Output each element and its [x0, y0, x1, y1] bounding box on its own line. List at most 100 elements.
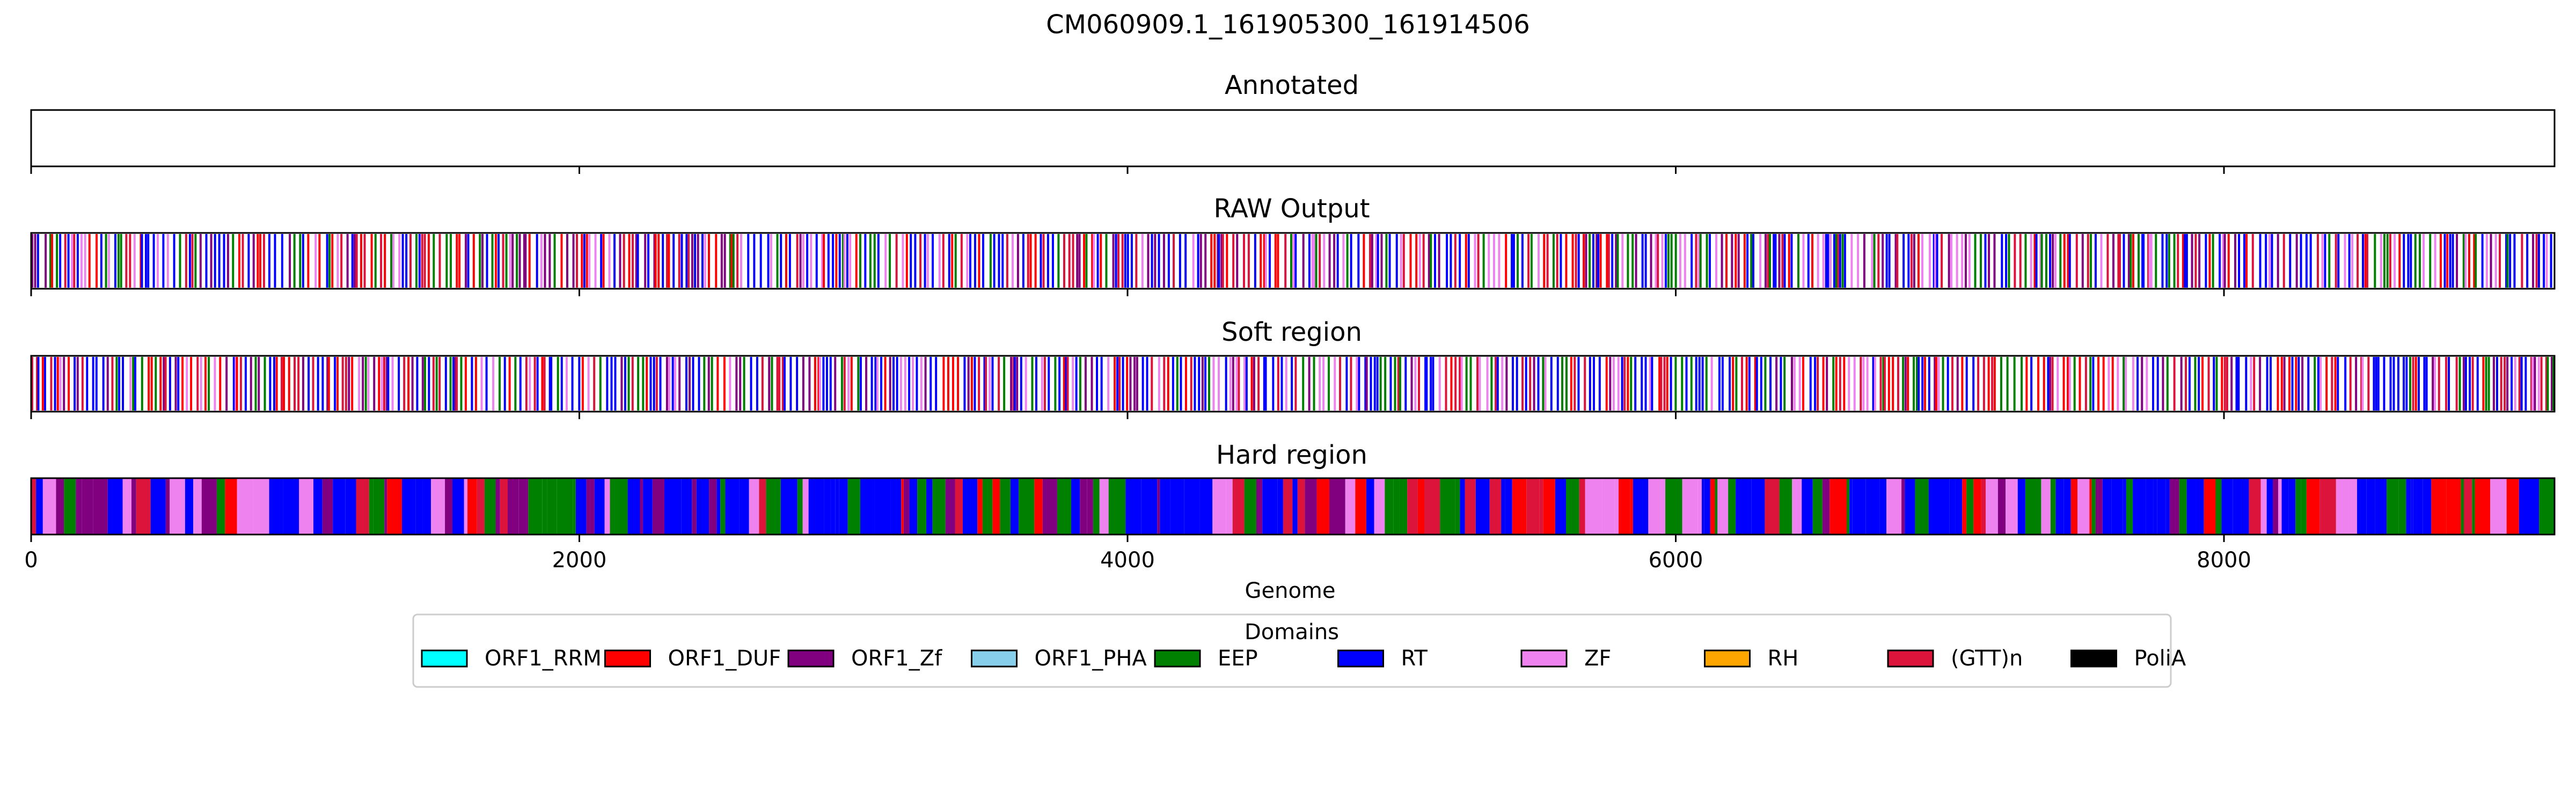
domain-segment: [665, 234, 668, 288]
domain-segment: [445, 234, 448, 288]
domain-segment: [1063, 234, 1065, 288]
domain-segment: [391, 357, 394, 411]
domain-segment: [1710, 357, 1713, 411]
domain-segment: [821, 234, 823, 288]
domain-segment: [1107, 357, 1110, 411]
domain-segment: [1031, 357, 1034, 411]
legend-swatch: [1520, 649, 1568, 668]
domain-segment: [194, 234, 197, 288]
domain-segment: [415, 234, 418, 288]
domain-segment: [576, 234, 579, 288]
domain-segment: [1627, 357, 1629, 411]
domain-segment: [703, 357, 706, 411]
domain-segment: [2033, 234, 2036, 288]
domain-segment: [132, 357, 135, 411]
domain-segment: [2277, 357, 2279, 411]
domain-segment: [2458, 357, 2461, 411]
domain-segment: [485, 357, 488, 411]
domain-segment: [308, 357, 310, 411]
domain-segment: [2230, 357, 2233, 411]
domain-segment: [2490, 234, 2492, 288]
domain-segment: [438, 234, 441, 288]
domain-segment: [1546, 234, 1549, 288]
domain-segment: [636, 234, 639, 288]
domain-segment: [1000, 478, 1011, 535]
domain-segment: [732, 234, 735, 288]
domain-segment: [155, 357, 157, 411]
domain-segment: [174, 357, 177, 411]
domain-segment: [479, 234, 481, 288]
domain-segment: [2423, 234, 2425, 288]
domain-segment: [1705, 357, 1708, 411]
domain-segment: [904, 357, 906, 411]
domain-segment: [796, 357, 799, 411]
domain-segment: [1001, 234, 1004, 288]
panel-frame-raw: [30, 232, 2556, 290]
domain-segment: [1883, 357, 1886, 411]
domain-segment: [131, 478, 136, 535]
domain-segment: [1410, 357, 1413, 411]
domain-segment: [978, 357, 980, 411]
domain-segment: [1841, 234, 1844, 288]
domain-segment: [1814, 357, 1817, 411]
domain-segment: [627, 357, 630, 411]
domain-segment: [1598, 357, 1601, 411]
domain-segment: [2373, 357, 2375, 411]
domain-segment: [1010, 478, 1019, 535]
domain-segment: [747, 234, 750, 288]
domain-segment: [1409, 234, 1412, 288]
domain-segment: [1418, 357, 1421, 411]
domain-segment: [398, 357, 400, 411]
domain-segment: [2434, 234, 2436, 288]
domain-segment: [1529, 357, 1532, 411]
domain-segment: [749, 478, 759, 535]
domain-segment: [1857, 234, 1860, 288]
domain-segment: [1609, 478, 1615, 535]
domain-segment: [1745, 357, 1748, 411]
domain-segment: [884, 357, 887, 411]
domain-segment: [214, 357, 216, 411]
domain-segment: [780, 234, 782, 288]
domain-segment: [1991, 357, 1994, 411]
domain-segment: [759, 478, 766, 535]
domain-segment: [432, 357, 435, 411]
domain-segment: [2081, 234, 2084, 288]
domain-segment: [1505, 234, 1507, 288]
domain-segment: [1802, 478, 1813, 535]
legend-frame: [412, 613, 2172, 688]
domain-segment: [1221, 234, 1224, 288]
domain-segment: [2317, 357, 2319, 411]
domain-segment: [380, 357, 383, 411]
domain-segment: [1380, 234, 1383, 288]
domain-segment: [901, 478, 904, 535]
x-tick-label: 8000: [2197, 548, 2251, 573]
domain-segment: [1585, 234, 1587, 288]
domain-segment: [2087, 234, 2089, 288]
domain-segment: [835, 234, 838, 288]
domain-segment: [2142, 234, 2145, 288]
domain-segment: [843, 234, 846, 288]
domain-segment: [692, 478, 697, 535]
domain-segment: [1783, 357, 1786, 411]
domain-segment: [115, 357, 118, 411]
domain-segment: [1849, 478, 1853, 535]
domain-segment: [1579, 478, 1585, 535]
domain-segment: [2281, 478, 2289, 535]
domain-segment: [2188, 357, 2191, 411]
domain-segment: [1235, 357, 1238, 411]
domain-segment: [1877, 234, 1880, 288]
domain-segment: [566, 234, 568, 288]
domain-segment: [1544, 357, 1547, 411]
domain-segment: [1079, 357, 1081, 411]
domain-segment: [519, 357, 522, 411]
domain-segment: [835, 478, 839, 535]
domain-segment: [2125, 357, 2127, 411]
domain-segment: [533, 357, 536, 411]
domain-segment: [1621, 357, 1623, 411]
domain-segment: [405, 234, 408, 288]
domain-segment: [1942, 357, 1944, 411]
domain-segment: [297, 357, 300, 411]
domain-segment: [1379, 357, 1382, 411]
domain-segment: [1167, 234, 1170, 288]
